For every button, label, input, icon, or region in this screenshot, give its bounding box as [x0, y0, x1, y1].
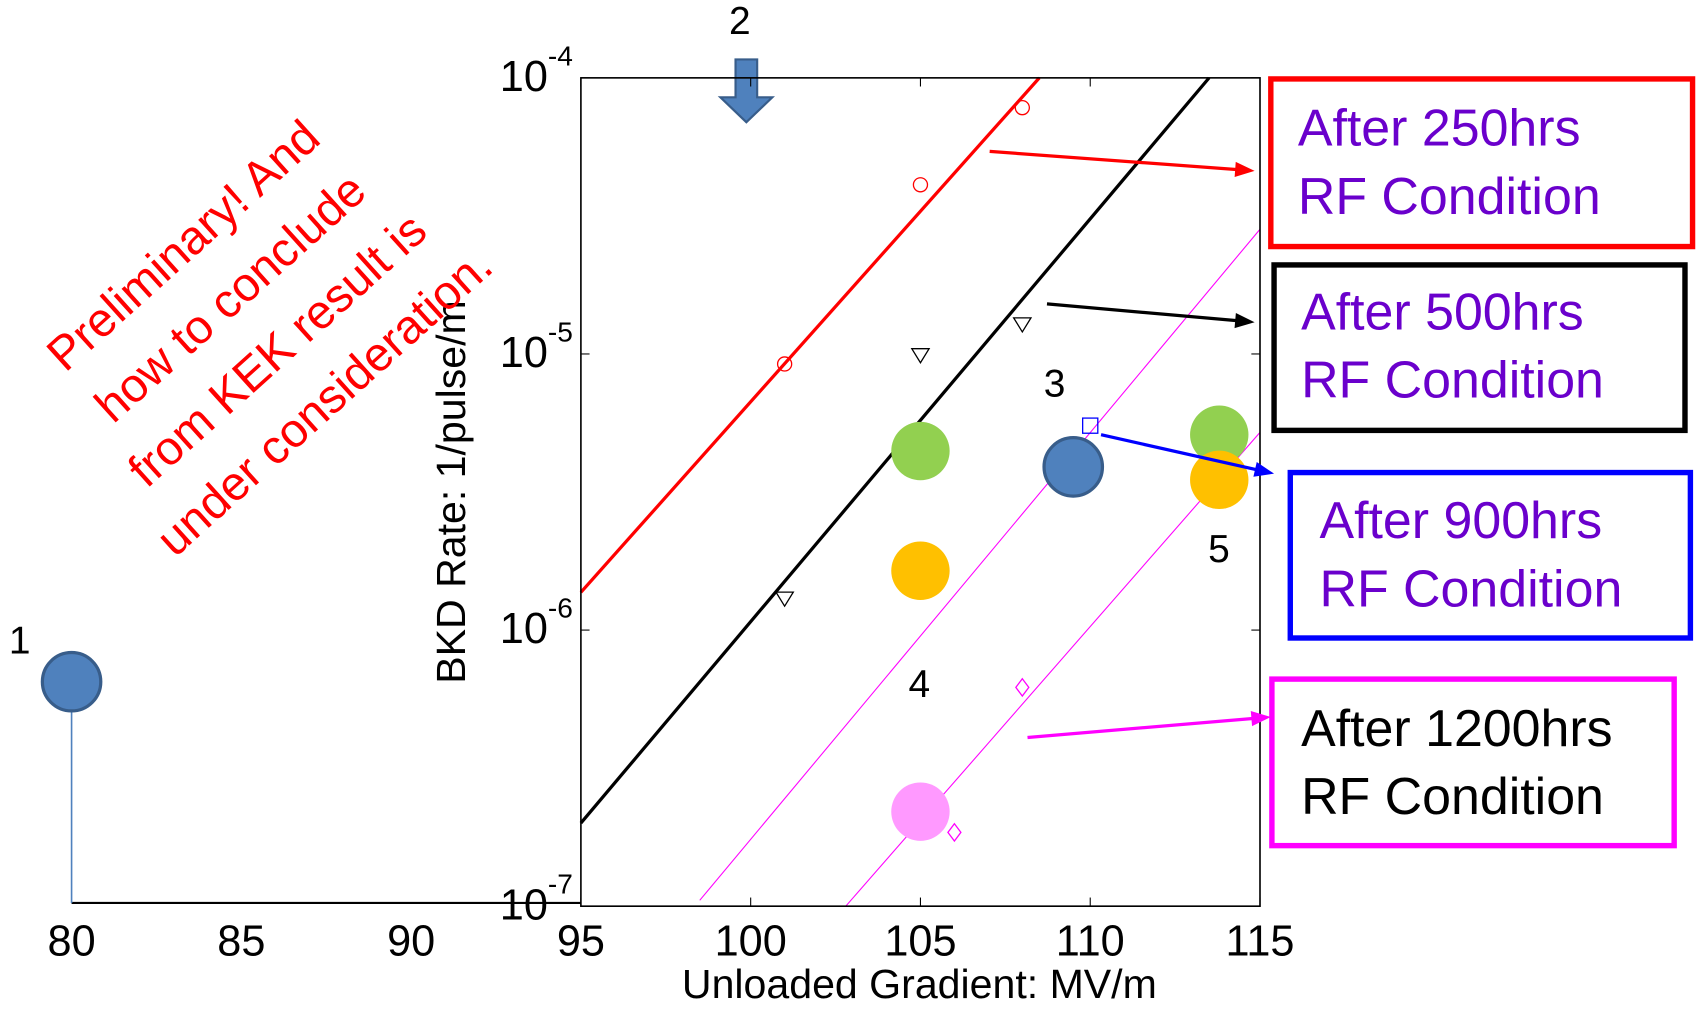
- note-arrow: [1046, 302, 1240, 323]
- data-point: [891, 421, 950, 481]
- plot-frame: [580, 77, 1261, 907]
- x-tick-label: 90: [387, 917, 435, 965]
- note-arrow-head: [1250, 711, 1271, 727]
- y-tick-exponent: -7: [548, 869, 573, 900]
- note-text: After 500hrs: [1301, 282, 1584, 340]
- fit-line: [699, 228, 1261, 901]
- note-text: RF Condition: [1301, 351, 1604, 409]
- x-tick-label: 80: [48, 917, 96, 965]
- note-text: RF Condition: [1301, 767, 1604, 825]
- data-point: [912, 177, 929, 193]
- data-point: [40, 650, 103, 713]
- y-tick-label: 10-7: [500, 869, 573, 930]
- data-point: [1190, 450, 1249, 510]
- y-tick-exponent: -4: [548, 41, 573, 72]
- y-tick-base: 10: [500, 882, 548, 930]
- data-point: [1014, 99, 1030, 116]
- y-tick-base: 10: [500, 330, 548, 378]
- arrow-marker: [717, 58, 775, 124]
- data-point: [1190, 405, 1249, 464]
- data-point: [910, 348, 931, 364]
- y-tick-label: 10-4: [500, 41, 573, 102]
- x-tick-label: 115: [1226, 917, 1295, 965]
- data-point: [891, 541, 950, 600]
- point-label: 2: [729, 0, 751, 43]
- x-tick-label: 105: [884, 917, 956, 965]
- x-tick-label: 95: [557, 917, 605, 965]
- data-point: [1015, 677, 1030, 698]
- note-box: [1269, 676, 1677, 849]
- y-tick-base: 10: [500, 53, 548, 101]
- y-tick-label: 10-6: [500, 593, 573, 654]
- note-arrow-head: [1234, 312, 1255, 329]
- note-arrow: [989, 149, 1240, 172]
- data-point: [947, 822, 962, 843]
- point-label: 4: [909, 663, 931, 706]
- note-arrow-head: [1253, 461, 1275, 477]
- x-axis-label: Unloaded Gradient: MV/m: [682, 961, 1157, 1007]
- data-point: [1082, 417, 1099, 434]
- x-tick-label: 100: [715, 917, 787, 965]
- x-tick-label: 110: [1056, 917, 1125, 965]
- point-label: 3: [1044, 362, 1066, 405]
- note-arrow-head: [1234, 161, 1255, 177]
- point-label: 5: [1208, 528, 1230, 571]
- note-text: RF Condition: [1298, 167, 1601, 225]
- x-tick-label: 85: [217, 917, 265, 965]
- data-point: [774, 591, 795, 608]
- y-tick-label: 10-5: [500, 317, 573, 378]
- note-box: [1271, 262, 1688, 434]
- point-label: 1: [9, 620, 31, 663]
- y-tick-exponent: -6: [548, 593, 573, 624]
- note-box: [1287, 469, 1694, 641]
- data-point: [1042, 436, 1105, 498]
- note-text: RF Condition: [1319, 559, 1622, 617]
- data-point: [1012, 317, 1033, 334]
- note-text: After 1200hrs: [1301, 699, 1613, 757]
- data-point: [891, 782, 950, 841]
- y-tick-base: 10: [500, 606, 548, 654]
- note-arrow: [1027, 716, 1256, 740]
- note-box: [1268, 76, 1696, 250]
- y-axis-label: BKD Rate: 1/pulse/m: [428, 300, 474, 684]
- y-tick-exponent: -5: [548, 317, 573, 348]
- note-arrow: [1100, 433, 1260, 472]
- fit-line: [579, 76, 1041, 594]
- note-text: After 250hrs: [1298, 99, 1581, 157]
- note-text: After 900hrs: [1319, 491, 1602, 549]
- data-point: [776, 356, 793, 372]
